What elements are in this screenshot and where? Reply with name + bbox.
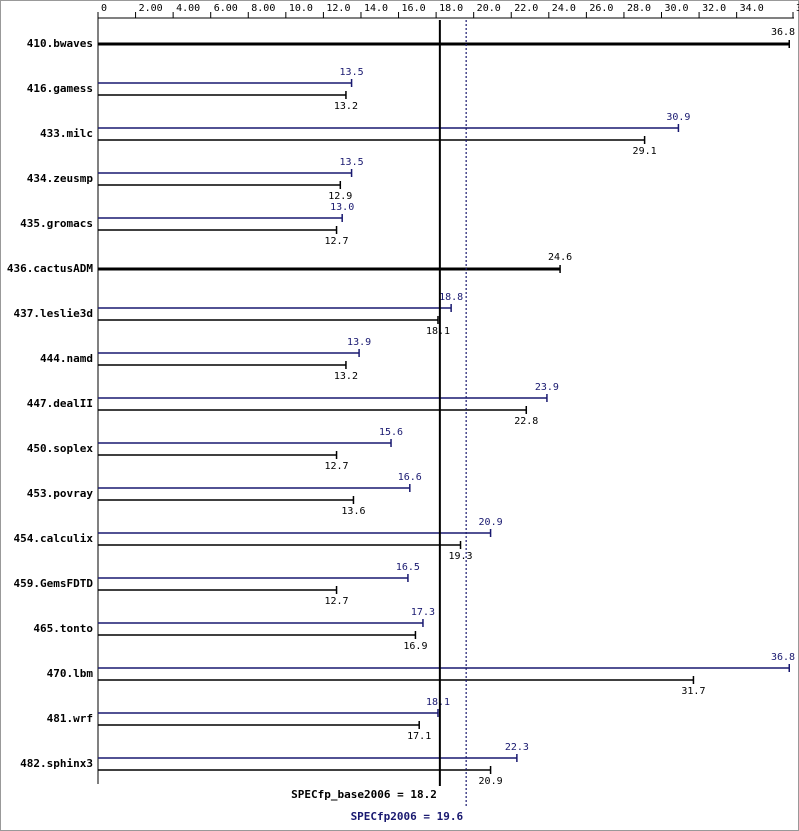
category-label: 433.milc <box>40 127 93 140</box>
value-label: 31.7 <box>681 686 705 697</box>
value-label: 16.9 <box>403 641 427 652</box>
category-label: 447.dealII <box>27 397 93 410</box>
value-label: 12.7 <box>325 461 349 472</box>
value-label: 13.6 <box>341 506 365 517</box>
value-label: 12.7 <box>325 236 349 247</box>
value-label: 13.5 <box>340 157 364 168</box>
category-label: 410.bwaves <box>27 37 93 50</box>
category-label: 450.soplex <box>27 442 94 455</box>
value-label: 20.9 <box>479 517 503 528</box>
x-tick-label: 37.0 <box>796 3 799 14</box>
x-tick-label: 12.0 <box>326 3 350 14</box>
category-label: 454.calculix <box>14 532 94 545</box>
x-tick-label: 10.0 <box>289 3 313 14</box>
x-tick-label: 0 <box>101 3 107 14</box>
category-label: 482.sphinx3 <box>20 757 93 770</box>
x-tick-label: 14.0 <box>364 3 388 14</box>
x-tick-label: 20.0 <box>477 3 501 14</box>
category-label: 453.povray <box>27 487 94 500</box>
value-label: 12.9 <box>328 191 352 202</box>
x-tick-label: 22.0 <box>514 3 538 14</box>
x-tick-label: 30.0 <box>665 3 689 14</box>
x-tick-label: 32.0 <box>702 3 726 14</box>
category-label: 434.zeusmp <box>27 172 94 185</box>
value-label: 18.1 <box>426 326 450 337</box>
x-tick-label: 18.0 <box>439 3 463 14</box>
x-tick-label: 26.0 <box>589 3 613 14</box>
x-tick-label: 28.0 <box>627 3 651 14</box>
value-label: 13.2 <box>334 371 358 382</box>
value-label: 22.3 <box>505 742 529 753</box>
x-tick-label: 16.0 <box>402 3 426 14</box>
category-label: 459.GemsFDTD <box>14 577 94 590</box>
x-tick-label: 2.00 <box>139 3 163 14</box>
value-label: 23.9 <box>535 382 559 393</box>
x-tick-label: 24.0 <box>552 3 576 14</box>
value-label: 18.1 <box>426 697 450 708</box>
category-label: 470.lbm <box>47 667 94 680</box>
category-label: 481.wrf <box>47 712 93 725</box>
value-label: 36.8 <box>771 652 795 663</box>
value-label: 13.0 <box>330 202 354 213</box>
reference-label: SPECfp2006 = 19.6 <box>351 810 464 823</box>
x-tick-label: 8.00 <box>251 3 275 14</box>
category-label: 444.namd <box>40 352 93 365</box>
value-label: 15.6 <box>379 427 403 438</box>
value-label: 30.9 <box>666 112 690 123</box>
category-label: 465.tonto <box>33 622 93 635</box>
category-label: 416.gamess <box>27 82 93 95</box>
category-label: 435.gromacs <box>20 217 93 230</box>
value-label: 16.6 <box>398 472 422 483</box>
value-label: 36.8 <box>771 27 795 38</box>
category-label: 437.leslie3d <box>14 307 93 320</box>
value-label: 29.1 <box>633 146 657 157</box>
value-label: 24.6 <box>548 252 572 263</box>
x-tick-label: 6.00 <box>214 3 238 14</box>
value-label: 13.9 <box>347 337 371 348</box>
x-tick-label: 4.00 <box>176 3 200 14</box>
value-label: 13.2 <box>334 101 358 112</box>
value-label: 19.3 <box>448 551 472 562</box>
value-label: 20.9 <box>479 776 503 787</box>
value-label: 12.7 <box>325 596 349 607</box>
value-label: 22.8 <box>514 416 538 427</box>
reference-label: SPECfp_base2006 = 18.2 <box>291 788 437 801</box>
value-label: 17.3 <box>411 607 435 618</box>
category-label: 436.cactusADM <box>7 262 93 275</box>
x-tick-label: 34.0 <box>740 3 764 14</box>
value-label: 18.8 <box>439 292 463 303</box>
value-label: 17.1 <box>407 731 431 742</box>
value-label: 13.5 <box>340 67 364 78</box>
value-label: 16.5 <box>396 562 420 573</box>
